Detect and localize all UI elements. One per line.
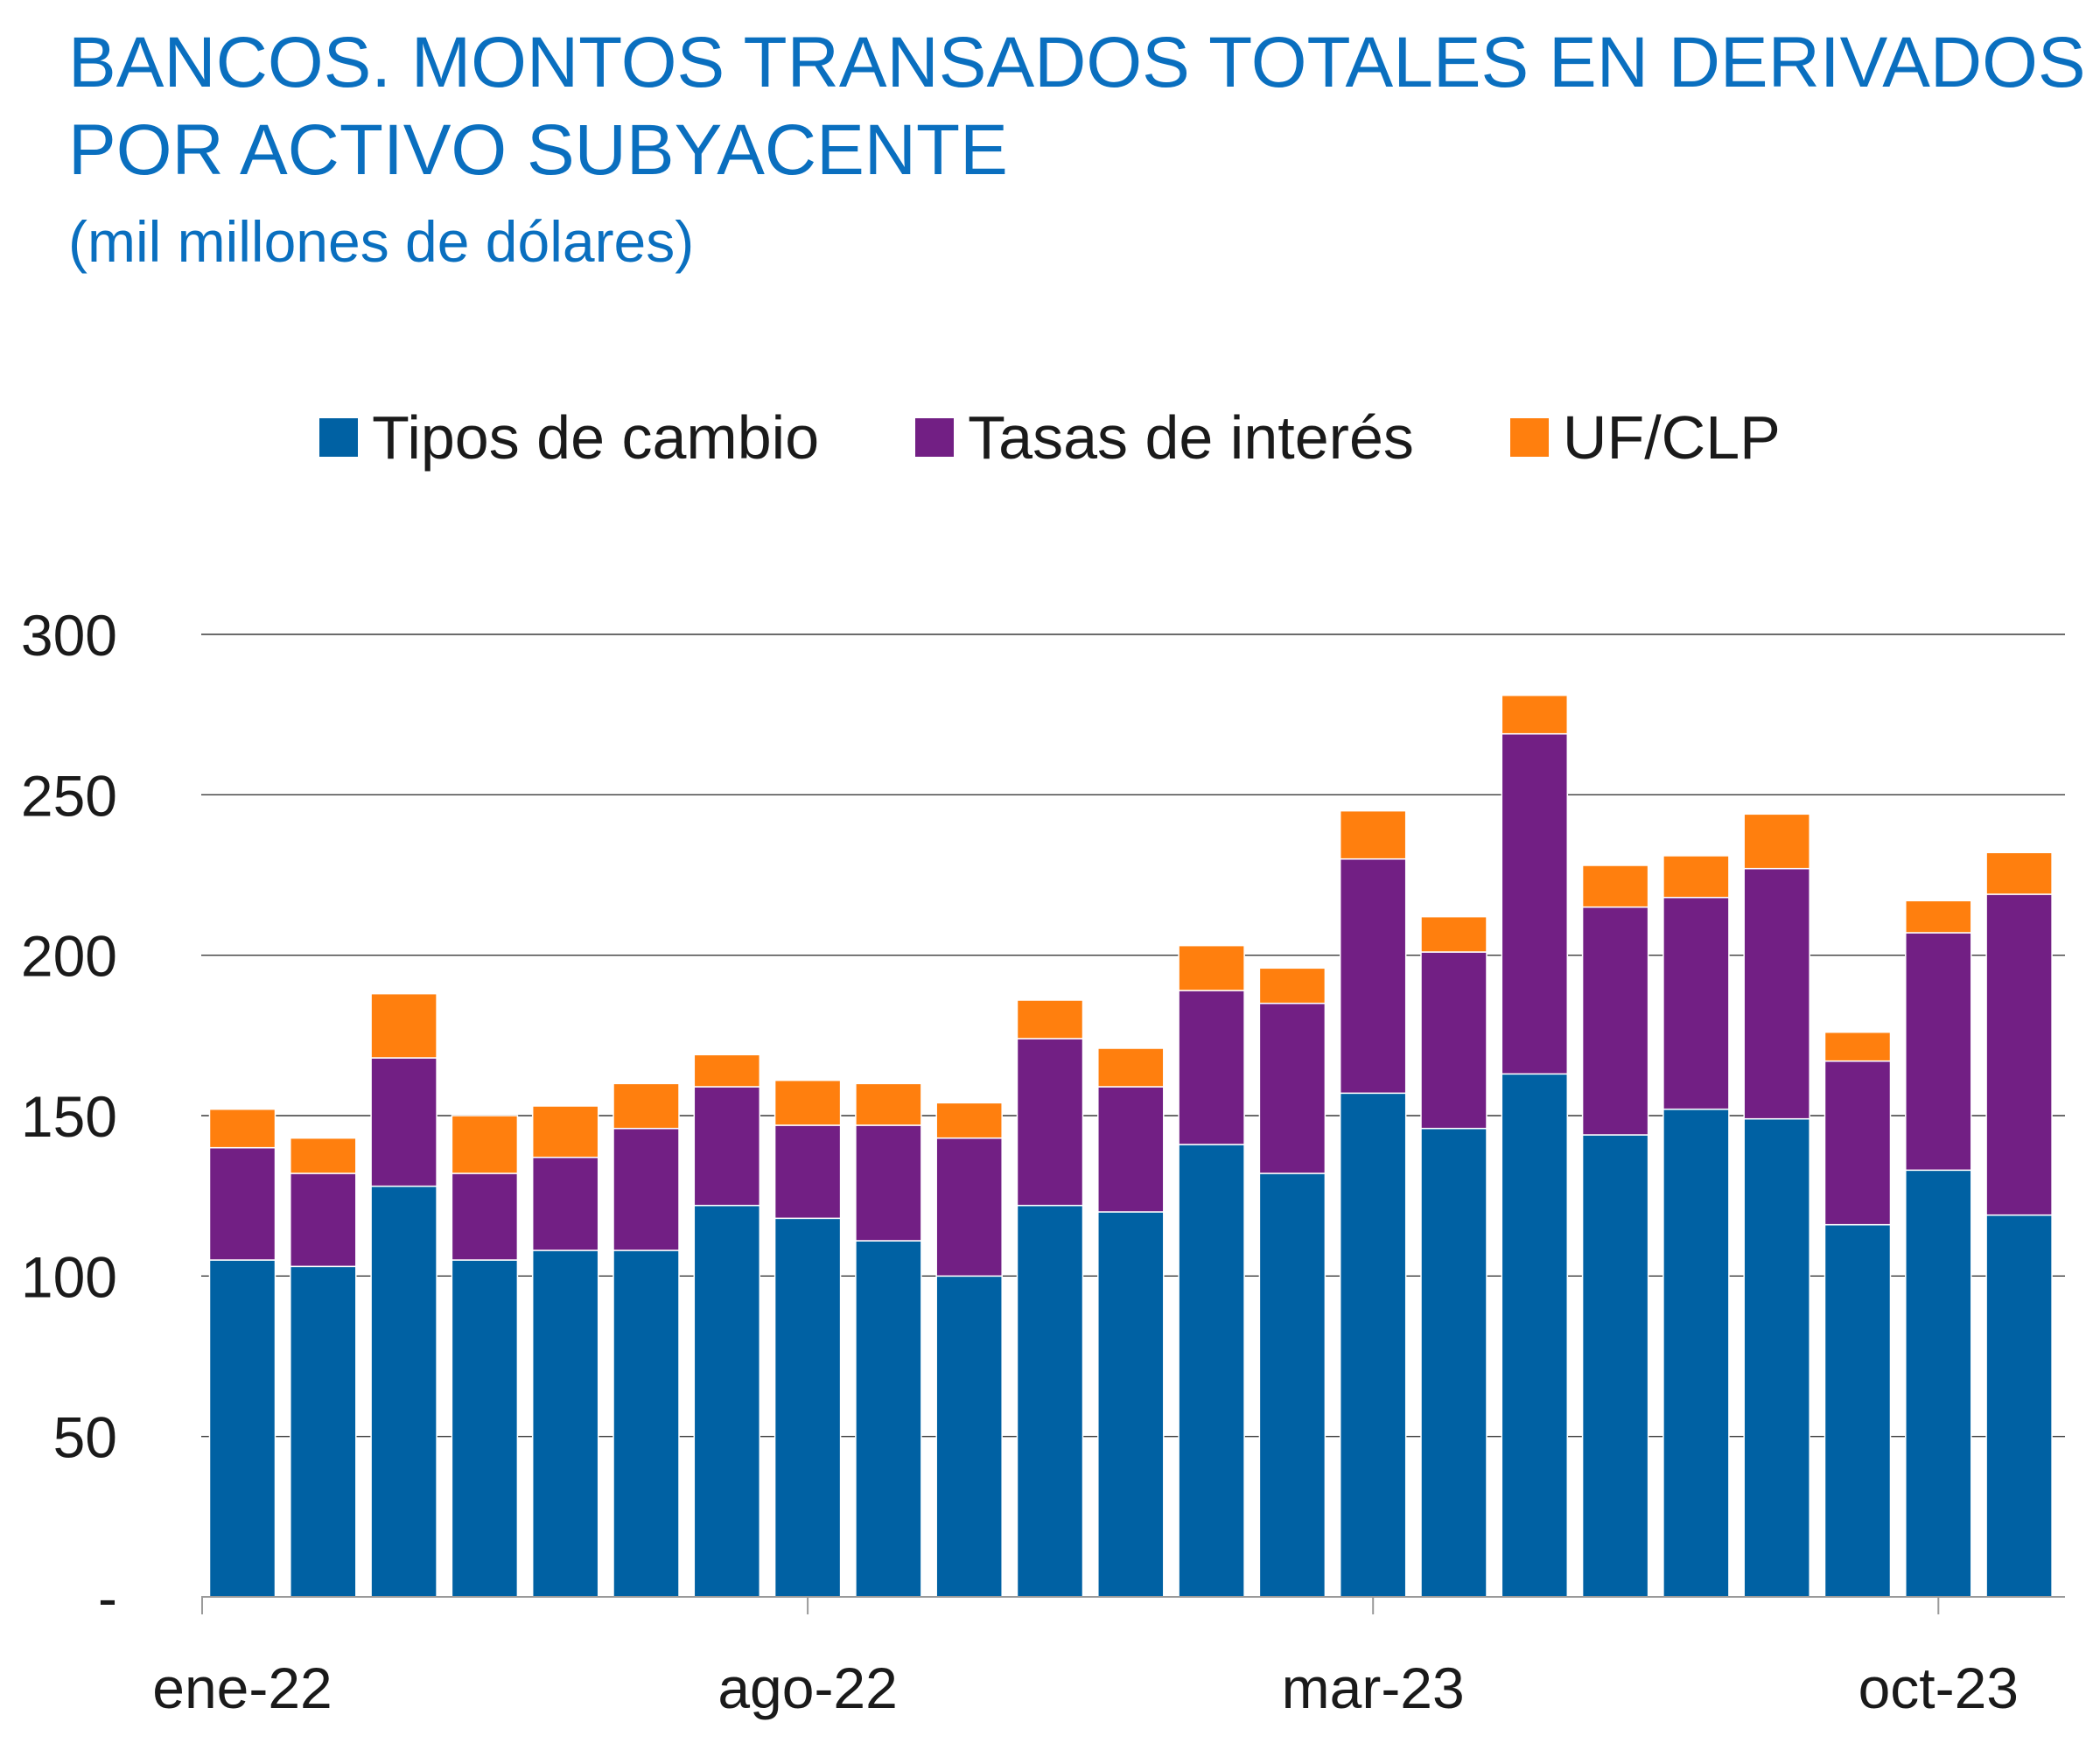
bar-abr-23-series-2: [1420, 915, 1488, 953]
bar-jun-22-series-2: [612, 1082, 680, 1130]
bar-oct-22-series-1: [935, 1137, 1003, 1278]
bar-jul-23-series-1: [1662, 896, 1730, 1110]
bar-abr-22-series-2: [451, 1115, 519, 1174]
bar-abr-23-series-1: [1420, 951, 1488, 1130]
bar-abr-22-series-0: [451, 1259, 519, 1598]
bar-jul-23-series-0: [1662, 1108, 1730, 1598]
bar-feb-23-series-0: [1258, 1172, 1326, 1598]
y-tick-label-50: 50: [53, 1405, 117, 1470]
bar-jul-22-series-0: [693, 1204, 761, 1598]
bar-jun-22-series-0: [612, 1250, 680, 1598]
bar-may-23-series-0: [1501, 1073, 1569, 1598]
bar-abr-23-series-0: [1420, 1127, 1488, 1598]
y-tick-label-0: -: [98, 1565, 117, 1630]
bar-feb-23-series-1: [1258, 1002, 1326, 1174]
bar-sep-23-series-1: [1824, 1060, 1892, 1226]
bar-dic-22-series-1: [1097, 1086, 1165, 1213]
bar-may-23-series-1: [1501, 732, 1569, 1075]
bar-feb-22-series-1: [290, 1172, 357, 1268]
legend-swatch-tipos-de-cambio: [319, 418, 359, 457]
bar-oct-23-series-2: [1905, 900, 1972, 934]
bar-ago-22-series-0: [774, 1217, 842, 1598]
bar-ago-22-series-1: [774, 1124, 842, 1220]
bar-nov-23-series-2: [1985, 851, 2053, 895]
bar-ago-23-series-1: [1743, 867, 1810, 1120]
x-tick-label-ago-22: ago-22: [718, 1656, 898, 1720]
chart-title-line-2: POR ACTIVO SUBYACENTE: [68, 110, 1008, 190]
bar-may-22-series-2: [531, 1105, 599, 1158]
y-tick-label-250: 250: [21, 763, 117, 828]
bar-may-23-series-2: [1501, 694, 1569, 735]
bar-jun-23-series-1: [1581, 906, 1649, 1136]
bar-mar-22-series-0: [370, 1185, 438, 1598]
bar-oct-23-series-0: [1905, 1169, 1972, 1598]
bar-oct-23-series-1: [1905, 932, 1972, 1172]
chart-title: BANCOS. MONTOS TRANSADOS TOTALES EN DERI…: [68, 19, 2086, 194]
bar-feb-22-series-0: [290, 1265, 357, 1598]
bar-may-22-series-1: [531, 1156, 599, 1251]
x-tick-label-ene-22: ene-22: [152, 1656, 332, 1720]
bar-mar-22-series-1: [370, 1057, 438, 1187]
x-tick-label-mar-23: mar-23: [1282, 1656, 1465, 1720]
bar-ene-23-series-0: [1178, 1144, 1245, 1598]
bar-nov-22-series-1: [1016, 1038, 1084, 1207]
bar-mar-23-series-0: [1339, 1092, 1407, 1598]
y-tick-label-200: 200: [21, 924, 117, 989]
bar-ene-23-series-2: [1178, 944, 1245, 991]
bar-ago-23-series-2: [1743, 813, 1810, 870]
bar-nov-23-series-0: [1985, 1214, 2053, 1598]
bar-mar-23-series-1: [1339, 858, 1407, 1095]
y-tick-label-300: 300: [21, 603, 117, 668]
bar-dic-22-series-0: [1097, 1211, 1165, 1598]
bar-sep-22-series-2: [855, 1082, 922, 1126]
bar-ene-23-series-1: [1178, 990, 1245, 1145]
y-tick-label-150: 150: [21, 1084, 117, 1149]
legend-label-tipos-de-cambio: Tipos de cambio: [372, 403, 820, 472]
bar-jul-22-series-2: [693, 1054, 761, 1088]
bar-feb-22-series-2: [290, 1137, 357, 1174]
bar-ene-22-series-2: [208, 1108, 276, 1149]
bar-ago-22-series-2: [774, 1079, 842, 1126]
legend-item-tipos-de-cambio: Tipos de cambio: [319, 402, 819, 472]
bar-abr-22-series-1: [451, 1172, 519, 1261]
bar-jun-23-series-2: [1581, 864, 1649, 908]
bar-ene-22-series-0: [208, 1259, 276, 1598]
bar-nov-23-series-1: [1985, 893, 2053, 1216]
bar-ene-22-series-1: [208, 1146, 276, 1261]
bars: [208, 694, 2053, 1598]
legend-label-tasas-de-interes: Tasas de interés: [968, 403, 1414, 472]
legend-label-uf-clp: UF/CLP: [1562, 403, 1781, 472]
bar-sep-22-series-0: [855, 1240, 922, 1598]
bar-dic-22-series-2: [1097, 1047, 1165, 1088]
legend-item-tasas-de-interes: Tasas de interés: [915, 402, 1414, 472]
chart-title-line-1: BANCOS. MONTOS TRANSADOS TOTALES EN DERI…: [68, 23, 2086, 102]
bar-mar-22-series-2: [370, 992, 438, 1059]
bar-sep-23-series-2: [1824, 1031, 1892, 1062]
legend-swatch-tasas-de-interes: [915, 418, 955, 457]
bar-may-22-series-0: [531, 1250, 599, 1598]
bar-jun-22-series-1: [612, 1127, 680, 1251]
bar-feb-23-series-2: [1258, 967, 1326, 1004]
y-axis: - 50 100 150 200 250 300: [21, 603, 117, 1630]
bar-oct-22-series-2: [935, 1102, 1003, 1139]
bar-jul-23-series-2: [1662, 855, 1730, 899]
bar-oct-22-series-0: [935, 1275, 1003, 1598]
x-axis: ene-22 ago-22 mar-23 oct-23: [152, 1596, 2065, 1720]
bar-nov-22-series-2: [1016, 999, 1084, 1040]
bar-mar-23-series-2: [1339, 809, 1407, 860]
chart-subtitle: (mil millones de dólares): [68, 209, 695, 274]
bar-jun-23-series-0: [1581, 1134, 1649, 1598]
bar-sep-23-series-0: [1824, 1223, 1892, 1598]
y-tick-label-100: 100: [21, 1244, 117, 1309]
chart-legend: Tipos de cambio Tasas de interés UF/CLP: [0, 402, 2100, 472]
bar-sep-22-series-1: [855, 1124, 922, 1242]
legend-swatch-uf-clp: [1509, 418, 1549, 457]
legend-item-uf-clp: UF/CLP: [1509, 402, 1781, 472]
bar-nov-22-series-0: [1016, 1204, 1084, 1598]
bar-ago-23-series-0: [1743, 1117, 1810, 1598]
x-tick-label-oct-23: oct-23: [1858, 1656, 2019, 1720]
bar-jul-22-series-1: [693, 1086, 761, 1207]
